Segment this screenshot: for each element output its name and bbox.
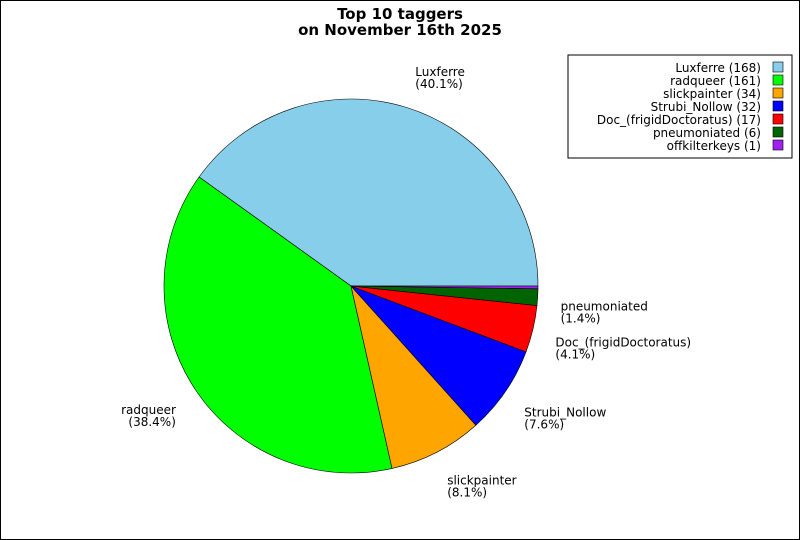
chart-title-line-2: on November 16th 2025 bbox=[298, 21, 502, 39]
chart-title-line-1: Top 10 taggers bbox=[337, 5, 463, 23]
legend-entry-label: slickpainter (34) bbox=[663, 87, 761, 101]
pie-slice-slickpainter bbox=[350, 284, 477, 469]
pie-slice-luxferre bbox=[198, 98, 539, 287]
slice-label-percent: (8.1%) bbox=[447, 486, 487, 500]
legend-entry-label: pneumoniated (6) bbox=[653, 126, 761, 140]
legend-entry-label: Luxferre (168) bbox=[675, 61, 761, 75]
legend-swatch bbox=[772, 100, 784, 112]
slice-labels: Luxferre(40.1%) radqueer(38.4%) slickpaint… bbox=[121, 65, 691, 500]
slice-label-percent: (40.1%) bbox=[415, 77, 462, 91]
legend-entry-label: Doc_(frigidDoctoratus) (17) bbox=[597, 113, 761, 127]
legend: Luxferre (168)radqueer (161)slickpainter… bbox=[567, 54, 793, 159]
chart-title: Top 10 taggers on November 16th 2025 bbox=[1, 6, 799, 38]
slice-label-percent: (38.4%) bbox=[128, 415, 175, 429]
legend-swatch bbox=[772, 74, 784, 86]
slice-label-percent: (1.4%) bbox=[561, 312, 601, 326]
legend-swatch bbox=[772, 61, 784, 73]
slice-label-name: pneumoniated bbox=[561, 300, 648, 314]
legend-swatch bbox=[772, 139, 784, 151]
legend-swatch bbox=[772, 113, 784, 125]
slice-label-percent: (7.6%) bbox=[524, 418, 564, 432]
legend-box bbox=[567, 54, 793, 159]
slice-label-percent: (4.1%) bbox=[555, 347, 595, 361]
pie-slice-offkilterkeys bbox=[350, 285, 539, 290]
legend-swatch bbox=[772, 126, 784, 138]
slice-label-name: Luxferre bbox=[415, 65, 465, 79]
legend-entry-label: radqueer (161) bbox=[670, 74, 761, 88]
legend-entry-label: offkilterkeys (1) bbox=[667, 139, 761, 153]
pie-slice-radqueer bbox=[163, 176, 393, 474]
slice-label-name: Doc_(frigidDoctoratus) bbox=[555, 335, 691, 349]
legend-entry-label: Strubi_Nollow (32) bbox=[651, 100, 761, 114]
slice-label-name: Strubi_Nollow bbox=[524, 406, 606, 420]
pie-slices bbox=[163, 98, 539, 474]
slice-label-name: radqueer bbox=[121, 403, 176, 417]
slice-label-name: slickpainter bbox=[447, 474, 516, 488]
legend-swatch bbox=[772, 87, 784, 99]
